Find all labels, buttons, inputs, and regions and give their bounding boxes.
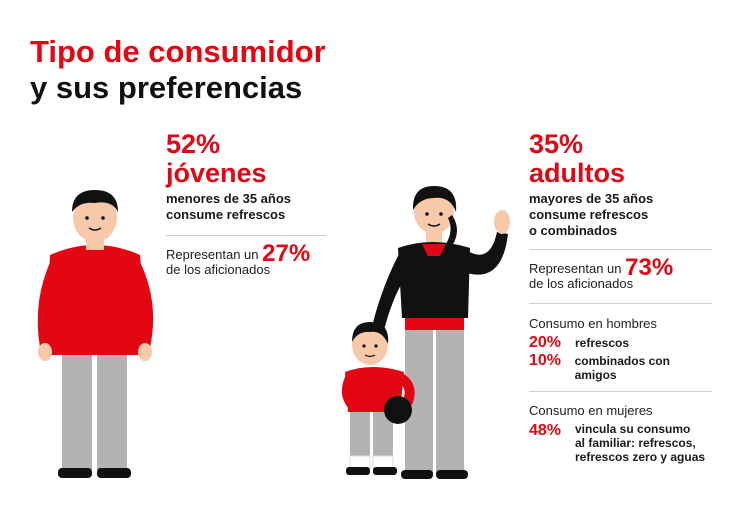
hombres-item: 10% combinados con amigos [529,352,714,382]
jovenes-label: jóvenes [166,158,267,188]
hombres-item: 20% refrescos [529,334,714,352]
adultos-desc-1: mayores de 35 años [529,191,654,206]
represent-percent: 27% [262,240,311,267]
young-man-figure [37,190,154,478]
hombres-item-text: combinados con amigos [574,354,670,382]
jovenes-desc-2: consume refrescos [166,207,286,222]
represent-suffix: de los aficionados [529,276,634,291]
mujeres-item: 48% vincula su consumo al familiar: refr… [529,422,714,464]
hombres-item-percent: 10% [529,352,562,369]
title-line-2: y sus preferencias [30,70,303,105]
mujeres-text-1: vincula su consumo [575,422,691,436]
divider [529,249,712,250]
child-figure [341,322,415,475]
jovenes-percent: 52% [166,129,221,159]
title-line-1: Tipo de consumidor [30,34,326,69]
represent-suffix: de los aficionados [166,262,271,277]
mujeres-text-3: refrescos zero y aguas [575,450,706,464]
represent-prefix: Representan un [529,261,622,276]
jovenes-desc-1: menores de 35 años [166,191,291,206]
represent-prefix: Representan un [166,247,259,262]
hombres-heading: Consumo en hombres [529,316,657,331]
page-title: Tipo de consumidor y sus preferencias [30,34,326,106]
divider [166,235,326,236]
hombres-item-percent: 20% [529,334,562,351]
divider [529,391,712,392]
adultos-represent: Representan un 73% [529,256,714,280]
adultos-percent: 35% [529,129,584,159]
jovenes-represent: Representan un 27% [166,242,326,266]
mujeres-percent: 48% [529,422,562,439]
adultos-block: 35% adultos mayores de 35 años consume r… [529,130,714,464]
adultos-desc-2: consume refrescos [529,207,649,222]
mujeres-text-2: al familiar: refrescos, [575,436,696,450]
mujeres-heading: Consumo en mujeres [529,403,653,418]
hombres-item-text: refrescos [575,336,630,350]
adultos-label: adultos [529,158,626,188]
represent-percent: 73% [625,254,674,281]
jovenes-block: 52% jóvenes menores de 35 años consume r… [166,130,326,277]
adultos-desc-3: o combinados [529,223,618,238]
divider [529,303,712,304]
